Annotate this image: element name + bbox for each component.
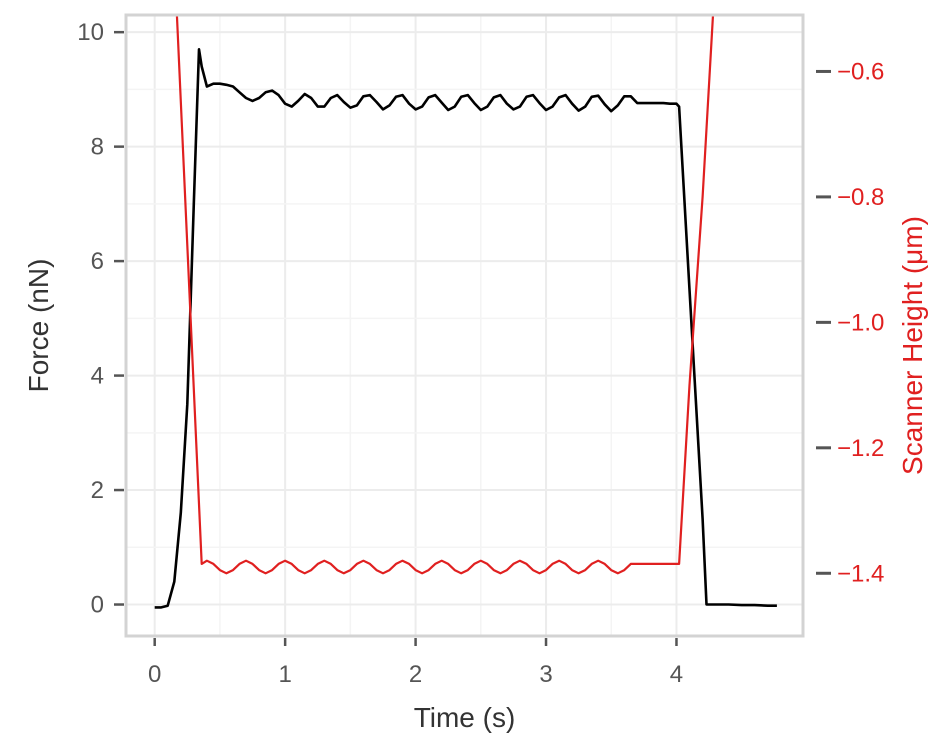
scanner-height-series-line xyxy=(175,15,715,575)
y-axis-left: 0 2 4 6 8 10 xyxy=(77,19,124,619)
y-right-tick-label: −0.8 xyxy=(837,184,884,211)
grid-lines xyxy=(126,15,803,636)
x-tick-label: 2 xyxy=(409,661,422,688)
y-right-tick-label: −1.4 xyxy=(837,560,884,587)
x-tick-label: 4 xyxy=(670,661,683,688)
x-axis-title: Time (s) xyxy=(414,702,516,733)
force-series-line xyxy=(154,48,777,609)
y-right-tick-label: −1.0 xyxy=(837,309,884,336)
y-left-tick-label: 8 xyxy=(91,134,104,161)
y-left-tick-label: 4 xyxy=(91,363,104,390)
y-left-tick-label: 2 xyxy=(91,477,104,504)
y-right-tick-label: −0.6 xyxy=(837,58,884,85)
x-tick-label: 3 xyxy=(539,661,552,688)
y-left-tick-label: 0 xyxy=(91,592,104,619)
y-axis-left-title: Force (nN) xyxy=(23,259,54,393)
y-axis-right: −0.6 −0.8 −1.0 −1.2 −1.4 xyxy=(816,58,884,587)
y-left-tick-label: 6 xyxy=(91,248,104,275)
y-left-tick-label: 10 xyxy=(77,19,104,46)
y-axis-right-title: Scanner Height (μm) xyxy=(897,216,928,475)
x-tick-label: 0 xyxy=(148,661,161,688)
plot-series xyxy=(154,15,777,609)
x-axis: 0 1 2 3 4 xyxy=(148,638,683,688)
y-right-tick-label: −1.2 xyxy=(837,435,884,462)
x-tick-label: 1 xyxy=(278,661,291,688)
plot-frame xyxy=(124,13,805,638)
